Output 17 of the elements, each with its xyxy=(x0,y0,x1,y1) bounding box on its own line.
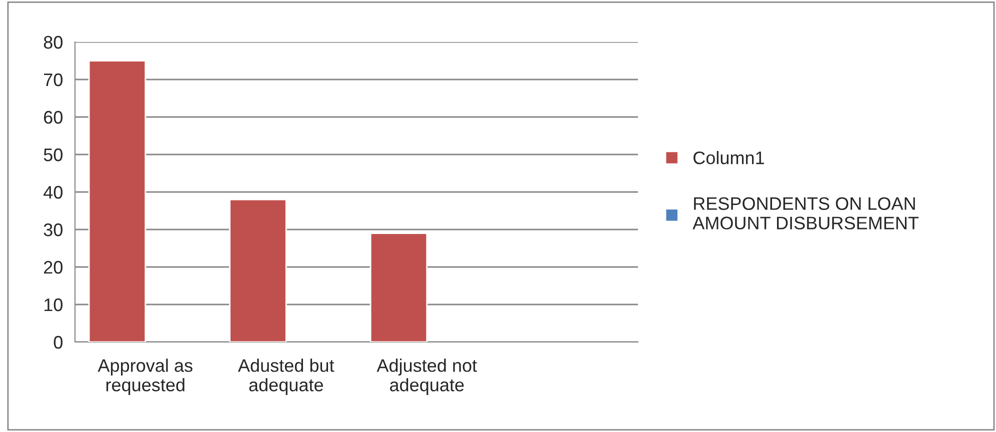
y-tick-label: 60 xyxy=(44,110,62,124)
x-tick-label: Approval as requested xyxy=(98,358,192,395)
legend-label: Column1 xyxy=(694,151,764,164)
legend-label: RESPONDENTS ON LOAN AMOUNT DISBURSEMENT xyxy=(692,197,919,230)
y-tick-label: 30 xyxy=(44,223,62,236)
bar xyxy=(88,60,146,342)
x-tick-label: Adjusted not adequate xyxy=(376,358,477,395)
y-tick-label: 40 xyxy=(44,186,62,199)
y-tick-label: 10 xyxy=(44,298,62,312)
y-tick-label: 80 xyxy=(44,36,62,49)
y-tick-label: 20 xyxy=(44,260,62,274)
x-tick-label: Adusted but adequate xyxy=(238,358,334,395)
y-tick-label: 50 xyxy=(44,148,62,162)
y-tick-label: 0 xyxy=(54,336,62,349)
y-tick-label: 70 xyxy=(44,73,62,86)
bar xyxy=(229,198,287,342)
bar xyxy=(370,232,428,342)
